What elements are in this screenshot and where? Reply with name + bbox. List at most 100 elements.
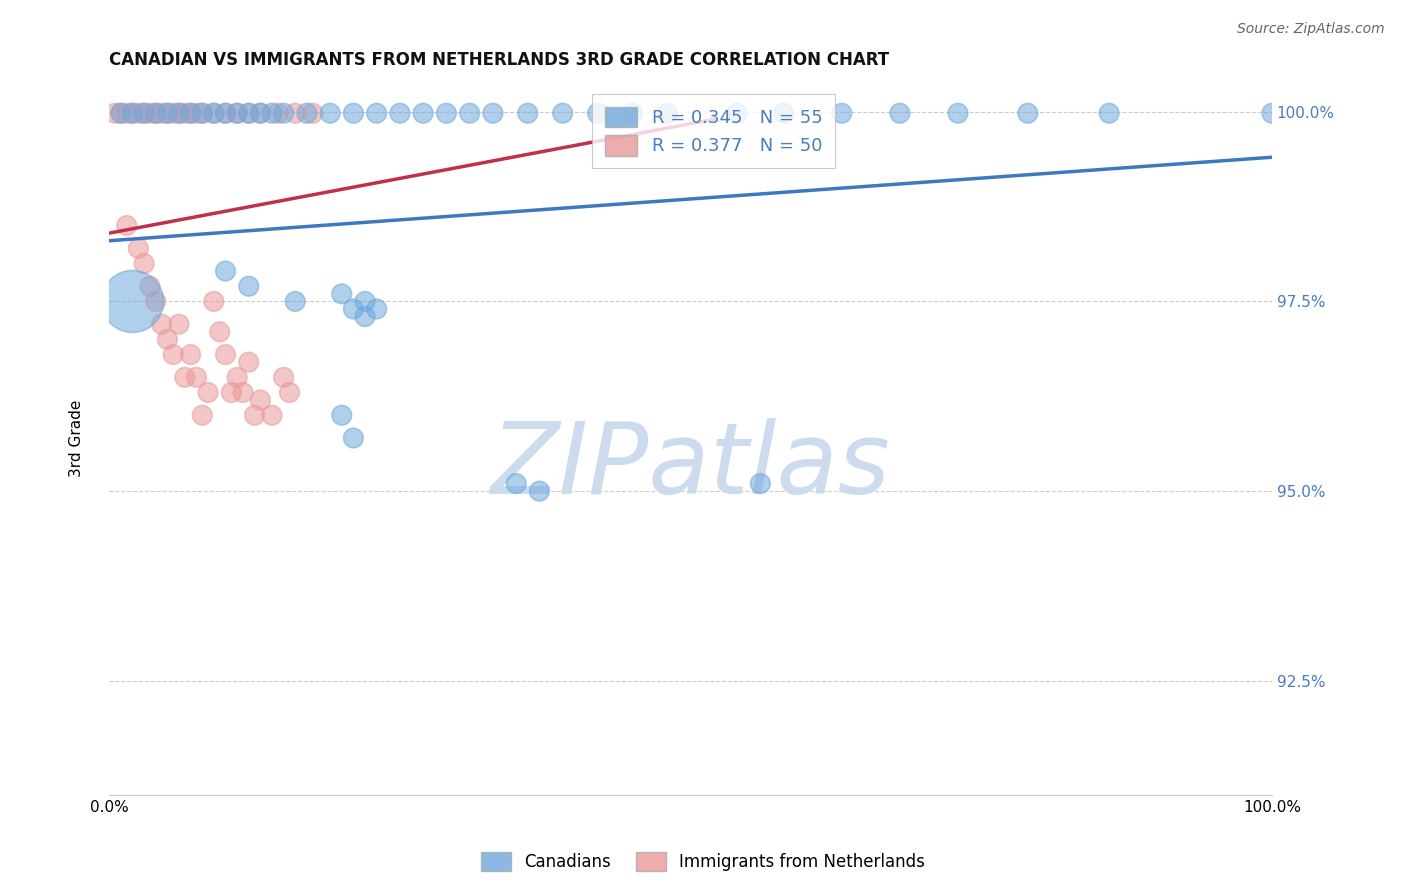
Point bbox=[180, 106, 202, 120]
Text: 3rd Grade: 3rd Grade bbox=[69, 400, 84, 476]
Point bbox=[249, 106, 271, 120]
Point bbox=[134, 106, 156, 120]
Point bbox=[156, 106, 179, 120]
Point bbox=[214, 106, 236, 120]
Point bbox=[226, 106, 249, 120]
Point bbox=[725, 106, 748, 120]
Point bbox=[278, 385, 301, 400]
Point bbox=[214, 264, 236, 278]
Point bbox=[482, 106, 505, 120]
Legend: Canadians, Immigrants from Netherlands: Canadians, Immigrants from Netherlands bbox=[472, 843, 934, 880]
Point bbox=[167, 317, 190, 331]
Point bbox=[156, 106, 179, 120]
Point bbox=[115, 219, 138, 233]
Point bbox=[586, 106, 609, 120]
Point bbox=[232, 385, 254, 400]
Point bbox=[156, 332, 179, 346]
Point bbox=[831, 106, 853, 120]
Point bbox=[150, 317, 173, 331]
Point bbox=[412, 106, 434, 120]
Point bbox=[191, 106, 214, 120]
Point bbox=[301, 106, 323, 120]
Point bbox=[946, 106, 969, 120]
Point bbox=[115, 106, 138, 120]
Point bbox=[238, 279, 260, 293]
Point bbox=[127, 241, 149, 255]
Point bbox=[388, 106, 411, 120]
Point bbox=[191, 409, 214, 423]
Point bbox=[1261, 106, 1284, 120]
Point bbox=[330, 409, 353, 423]
Point bbox=[134, 256, 156, 270]
Point bbox=[284, 106, 307, 120]
Point bbox=[772, 106, 794, 120]
Point bbox=[145, 106, 167, 120]
Point bbox=[319, 106, 342, 120]
Point bbox=[249, 106, 271, 120]
Point bbox=[110, 106, 132, 120]
Point bbox=[295, 106, 318, 120]
Point bbox=[186, 370, 208, 384]
Point bbox=[221, 385, 243, 400]
Point bbox=[1098, 106, 1121, 120]
Point bbox=[186, 106, 208, 120]
Point bbox=[226, 106, 249, 120]
Point bbox=[110, 106, 132, 120]
Point bbox=[167, 106, 190, 120]
Point bbox=[330, 286, 353, 301]
Point bbox=[121, 106, 143, 120]
Point bbox=[273, 106, 295, 120]
Point bbox=[436, 106, 458, 120]
Point bbox=[202, 106, 225, 120]
Point bbox=[238, 106, 260, 120]
Point bbox=[260, 409, 283, 423]
Point bbox=[238, 106, 260, 120]
Point bbox=[243, 409, 266, 423]
Legend: R = 0.345   N = 55, R = 0.377   N = 50: R = 0.345 N = 55, R = 0.377 N = 50 bbox=[592, 94, 835, 169]
Point bbox=[238, 355, 260, 369]
Point bbox=[458, 106, 481, 120]
Point bbox=[366, 106, 388, 120]
Point bbox=[104, 106, 127, 120]
Point bbox=[121, 294, 143, 309]
Point bbox=[214, 106, 236, 120]
Point bbox=[516, 106, 538, 120]
Point bbox=[267, 106, 290, 120]
Point bbox=[226, 370, 249, 384]
Point bbox=[249, 393, 271, 408]
Point bbox=[551, 106, 574, 120]
Point bbox=[162, 106, 184, 120]
Point bbox=[202, 294, 225, 309]
Point bbox=[342, 106, 364, 120]
Point bbox=[1017, 106, 1039, 120]
Point bbox=[505, 476, 527, 491]
Point bbox=[145, 106, 167, 120]
Point bbox=[260, 106, 283, 120]
Point bbox=[134, 106, 156, 120]
Point bbox=[529, 484, 551, 499]
Point bbox=[150, 106, 173, 120]
Point bbox=[127, 106, 149, 120]
Point bbox=[197, 385, 219, 400]
Point bbox=[180, 347, 202, 361]
Point bbox=[145, 294, 167, 309]
Point bbox=[139, 106, 162, 120]
Point bbox=[354, 310, 377, 324]
Point bbox=[121, 106, 143, 120]
Text: ZIPatlas: ZIPatlas bbox=[491, 418, 890, 515]
Point bbox=[167, 106, 190, 120]
Point bbox=[162, 347, 184, 361]
Point bbox=[173, 106, 195, 120]
Text: Source: ZipAtlas.com: Source: ZipAtlas.com bbox=[1237, 22, 1385, 37]
Point bbox=[889, 106, 911, 120]
Point bbox=[191, 106, 214, 120]
Point bbox=[214, 347, 236, 361]
Point bbox=[273, 370, 295, 384]
Point bbox=[342, 431, 364, 445]
Point bbox=[284, 294, 307, 309]
Point bbox=[749, 476, 772, 491]
Point bbox=[208, 325, 231, 339]
Point bbox=[180, 106, 202, 120]
Point bbox=[202, 106, 225, 120]
Point bbox=[139, 279, 162, 293]
